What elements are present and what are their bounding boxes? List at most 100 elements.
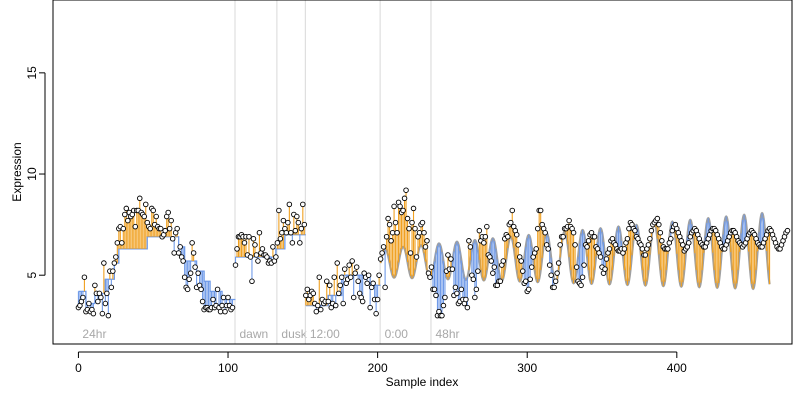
region-label: dusk (281, 327, 307, 341)
data-point (250, 236, 257, 242)
data-point (560, 234, 566, 240)
data-point (313, 308, 320, 315)
data-point (488, 258, 495, 264)
data-point (297, 240, 303, 246)
data-point (273, 254, 279, 260)
data-point (270, 244, 276, 250)
data-point (187, 270, 194, 276)
data-point (222, 308, 228, 315)
data-point (579, 274, 586, 280)
data-point (639, 246, 646, 252)
data-point (407, 250, 414, 256)
data-point (274, 240, 281, 246)
data-point (332, 302, 339, 309)
data-point (175, 250, 182, 256)
data-point (597, 254, 604, 260)
data-point (557, 242, 563, 248)
data-point (545, 246, 551, 252)
data-point (481, 240, 487, 246)
data-point (463, 296, 469, 303)
data-point (554, 270, 560, 276)
data-point (508, 219, 514, 226)
data-point (298, 225, 305, 232)
data-point (99, 310, 106, 317)
region-label: dawn (240, 327, 269, 341)
data-point (784, 227, 791, 234)
data-point (349, 258, 355, 264)
data-point (522, 278, 529, 285)
data-point (101, 260, 107, 266)
data-point (300, 201, 306, 208)
data-point (624, 236, 631, 242)
data-point (680, 242, 686, 248)
data-point (373, 310, 379, 317)
data-point (626, 225, 632, 232)
y-tick-label: 10 (25, 167, 39, 181)
data-point (171, 250, 177, 256)
data-point (406, 225, 412, 232)
data-point (102, 300, 109, 307)
data-point (525, 286, 532, 293)
data-point (379, 250, 385, 256)
data-point (335, 290, 342, 297)
data-point (573, 264, 580, 270)
data-point (350, 294, 357, 301)
data-point (448, 256, 454, 262)
data-point (546, 262, 553, 268)
region-label: 24hr (82, 327, 106, 341)
data-point (482, 234, 489, 240)
data-point (174, 225, 180, 232)
data-point (283, 229, 290, 236)
data-point (292, 227, 299, 234)
data-point (401, 195, 408, 202)
data-point (325, 298, 332, 305)
data-point (279, 229, 285, 236)
data-point (427, 274, 433, 280)
data-point (81, 274, 88, 280)
data-point (591, 234, 598, 240)
data-point (92, 282, 98, 289)
data-point (217, 308, 224, 315)
data-point (424, 238, 430, 244)
data-point (534, 225, 541, 232)
data-point (181, 274, 188, 280)
data-point (184, 286, 191, 293)
data-point (232, 262, 239, 268)
y-tick-label: 15 (25, 66, 39, 80)
data-point (340, 300, 346, 307)
data-point (192, 264, 198, 270)
data-point (548, 272, 554, 278)
data-point (581, 262, 587, 268)
data-point (606, 246, 613, 252)
region-label: 12:00 (310, 327, 340, 341)
data-point (431, 286, 438, 293)
data-point (315, 302, 321, 309)
x-tick-label: 300 (517, 361, 537, 375)
data-point (241, 240, 248, 246)
data-point (252, 242, 258, 248)
data-point (380, 244, 387, 250)
data-point (341, 266, 348, 272)
data-point (552, 278, 559, 285)
data-point (359, 298, 366, 305)
data-point (454, 290, 460, 297)
x-tick-label: 0 (75, 361, 82, 375)
data-point (346, 262, 352, 268)
data-point (386, 221, 393, 228)
data-point (442, 294, 448, 301)
data-point (353, 264, 360, 270)
x-tick-label: 100 (218, 361, 238, 375)
data-point (277, 236, 284, 242)
data-point (285, 219, 291, 226)
data-point (301, 221, 308, 228)
axes: 0 100 200 300 400 5 10 15 (25, 66, 687, 375)
data-point (303, 292, 309, 299)
data-point (656, 221, 662, 228)
data-point (528, 264, 535, 270)
data-point (147, 225, 153, 232)
data-point (199, 298, 206, 305)
data-point (439, 312, 445, 319)
data-point (445, 252, 451, 258)
data-point (572, 242, 578, 248)
data-point (389, 229, 396, 236)
